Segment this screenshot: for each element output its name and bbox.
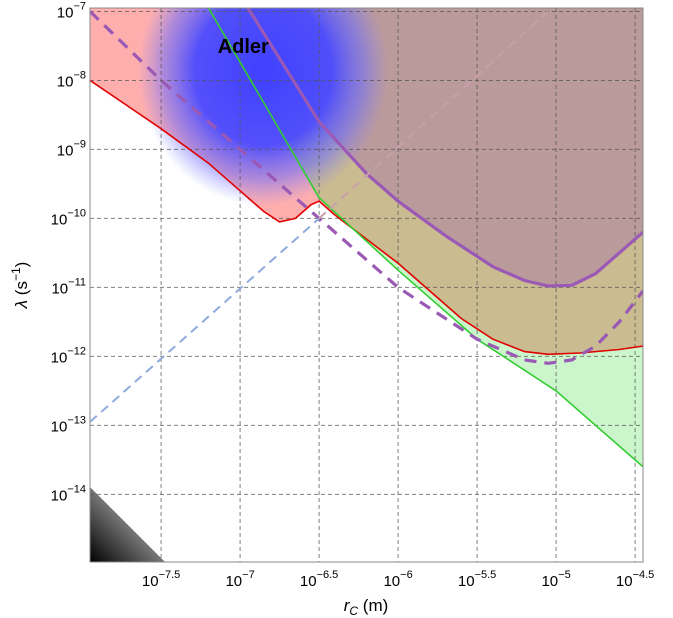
x-tick-label: 10−4.5 [616,569,654,590]
y-axis-unit-sup: −1 [9,267,23,281]
y-axis-title: λ (s−1) [9,262,31,310]
y-tick-label: 10−7 [57,0,86,21]
x-tick-label: 10−7 [225,569,254,590]
x-tick-label: 10−6 [383,569,412,590]
annotations: Adler [218,36,269,58]
x-axis-title: rC (m) [344,596,389,618]
y-axis-unit-close: ) [12,262,31,268]
y-tick-label: 10−14 [51,483,86,504]
y-tick-label: 10−12 [51,345,86,366]
series-lines [90,8,643,468]
x-tick-labels: 10−7.5 10−7 10−6.5 10−6 10−5.5 10−5 10−4.5 [142,569,654,590]
y-tick-label: 10−13 [51,414,86,435]
y-tick-labels: 10−7 10−8 10−9 10−10 10−11 10−12 10−13 10−14 [51,0,86,504]
series-1-line [207,8,643,468]
series-3-line [90,10,643,365]
x-axis-symbol: r [344,596,351,615]
y-tick-label: 10−9 [57,138,86,159]
x-axis-unit: (m) [358,596,388,615]
corner-gradient [90,487,165,562]
y-axis-symbol: λ [12,300,31,309]
x-tick-label: 10−5.5 [458,569,496,590]
grid-lines [90,8,643,562]
series-4-line [90,217,320,423]
x-axis-subscript: C [349,604,358,618]
x-tick-label: 10−6.5 [300,569,338,590]
x-tick-label: 10−7.5 [142,569,180,590]
adler-region-blob [138,8,389,206]
series-2-line [246,8,643,288]
annotation-label: Adler [218,36,269,58]
y-tick-label: 10−10 [51,207,86,228]
x-tick-label: 10−5 [541,569,570,590]
corner-shading [90,487,165,562]
plot-frame [89,7,644,563]
y-tick-label: 10−11 [51,276,86,297]
y-tick-label: 10−8 [57,69,86,90]
adler-excluded-region [138,8,389,206]
series-5-line [318,10,549,220]
y-axis-unit-open: (s [12,281,31,300]
